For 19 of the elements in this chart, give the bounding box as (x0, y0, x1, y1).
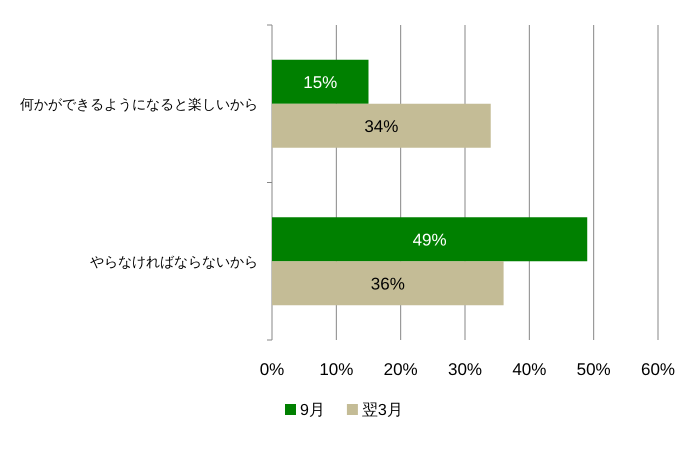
x-tick-label: 0% (260, 360, 284, 379)
x-tick-label: 10% (319, 360, 354, 379)
x-tick-label: 50% (576, 360, 611, 379)
x-tick-label: 40% (512, 360, 546, 379)
y-tick-label: 何かができるようになると楽しいから (20, 96, 258, 112)
x-tick-label: 20% (384, 360, 418, 379)
data-label: 49% (412, 230, 447, 250)
x-tick-label: 30% (448, 360, 482, 379)
bar (272, 261, 504, 306)
bar (272, 104, 491, 148)
data-label: 36% (370, 274, 405, 294)
data-label: 15% (303, 72, 338, 92)
legend-label: 9月 (300, 402, 325, 419)
x-tick-label: 60% (640, 360, 676, 379)
y-tick-label: やらなければならないから (90, 253, 258, 270)
bar (272, 60, 368, 104)
data-label: 34% (364, 116, 398, 136)
bar (272, 217, 588, 262)
legend-label: 翌3月 (362, 402, 403, 419)
